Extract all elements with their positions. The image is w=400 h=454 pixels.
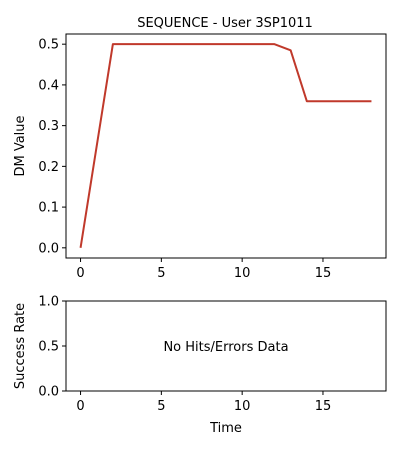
x-tick-label: 5 bbox=[157, 399, 165, 414]
y-tick-label: 1.0 bbox=[38, 295, 59, 310]
no-data-annotation: No Hits/Errors Data bbox=[163, 340, 288, 355]
series-line-0 bbox=[79, 43, 372, 248]
x-tick-label: 5 bbox=[157, 266, 165, 281]
x-tick-label: 15 bbox=[315, 399, 332, 414]
success-rate-plot: 0 5 10 15 0.0 0.5 1.0 No Hits/Errors Data Succ… bbox=[13, 295, 387, 436]
bottom-ticks: 0 5 10 15 0.0 0.5 1.0 bbox=[38, 295, 331, 415]
x-tick-label: 0 bbox=[76, 399, 84, 414]
y-tick-label: 0.0 bbox=[38, 241, 59, 256]
y-tick-label: 0.1 bbox=[38, 201, 59, 216]
top-series bbox=[79, 43, 372, 248]
x-tick-label: 10 bbox=[234, 399, 251, 414]
dm-value-plot: SEQUENCE - User 3SP1011 0 5 10 150.00.10.20… bbox=[13, 16, 387, 281]
bottom-axes-frame bbox=[65, 300, 387, 392]
x-tick-label: 15 bbox=[315, 266, 332, 281]
top-axes-frame bbox=[65, 33, 387, 259]
x-axis-label: Time bbox=[209, 421, 242, 436]
chart-title: SEQUENCE - User 3SP1011 bbox=[137, 16, 313, 31]
y-tick-label: 0.2 bbox=[38, 160, 59, 175]
y-tick-label: 0.5 bbox=[38, 340, 59, 355]
y-tick-label: 0.0 bbox=[38, 385, 59, 400]
x-tick-label: 0 bbox=[76, 266, 84, 281]
y-tick-label: 0.5 bbox=[38, 38, 59, 53]
x-tick-label: 10 bbox=[234, 266, 251, 281]
top-ticks: 0 5 10 15 0.0 0.1 0.2 0.3 0.4 0.5 bbox=[38, 38, 331, 281]
y-tick-label: 0.4 bbox=[38, 78, 59, 93]
y-tick-label: 0.3 bbox=[38, 119, 59, 134]
top-y-axis-label: DM Value bbox=[13, 115, 28, 176]
bottom-y-axis-label: Success Rate bbox=[13, 303, 28, 389]
